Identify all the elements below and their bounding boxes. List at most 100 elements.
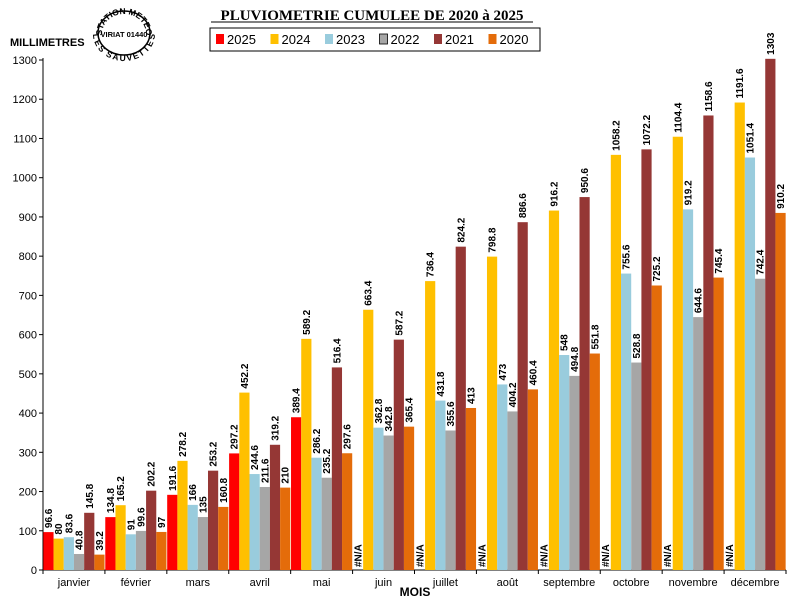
data-label: 235.2 xyxy=(322,448,333,473)
bar-2021-juillet xyxy=(455,246,466,570)
data-label: 191.6 xyxy=(168,465,179,490)
data-label: 1051.4 xyxy=(745,123,756,154)
legend-swatch-2020 xyxy=(488,34,497,44)
data-label: 166 xyxy=(188,484,199,501)
bar-2025-janvier xyxy=(43,532,54,570)
y-tick-label: 500 xyxy=(19,369,37,381)
bar-2023-novembre xyxy=(682,209,694,571)
legend-label-2023: 2023 xyxy=(336,32,365,47)
bar-2022-janvier xyxy=(73,553,85,570)
data-label: 160.8 xyxy=(219,477,230,502)
data-label: 910.2 xyxy=(776,183,787,208)
data-label: 278.2 xyxy=(178,431,189,456)
data-label: 97 xyxy=(157,516,168,528)
data-label: 516.4 xyxy=(332,338,343,363)
bar-2020-juillet xyxy=(465,407,477,570)
bar-2022-août xyxy=(507,411,518,570)
bar-2023-février xyxy=(125,534,136,570)
y-tick-label: 1100 xyxy=(13,133,37,145)
bar-2024-novembre xyxy=(672,136,683,570)
data-label: 413 xyxy=(466,387,477,404)
data-label: 202.2 xyxy=(147,461,158,486)
data-label: 736.4 xyxy=(426,252,437,277)
bar-2020-novembre xyxy=(713,277,724,570)
bar-2022-novembre xyxy=(693,317,704,570)
data-label: 1158.6 xyxy=(704,81,715,111)
bar-2020-décembre xyxy=(775,212,786,570)
bar-2023-juillet xyxy=(435,400,446,570)
data-label: 39.2 xyxy=(95,531,106,551)
data-label: 431.8 xyxy=(436,371,447,396)
data-label: 916.2 xyxy=(549,181,560,206)
legend-label-2020: 2020 xyxy=(500,32,529,47)
data-label: 494.8 xyxy=(570,346,581,371)
data-label: 297.2 xyxy=(230,424,241,449)
bar-2020-janvier xyxy=(94,554,105,570)
bar-2020-mai xyxy=(342,453,353,570)
data-label: 460.4 xyxy=(528,360,539,385)
x-tick-label: juin xyxy=(374,577,392,589)
data-label: 99.6 xyxy=(136,507,147,527)
data-label: 452.2 xyxy=(240,363,251,388)
bar-2022-juillet xyxy=(445,430,456,570)
bar-2024-juillet xyxy=(425,281,436,570)
bar-2020-août xyxy=(527,389,538,570)
x-tick-label: novembre xyxy=(669,577,718,589)
data-label: 134.8 xyxy=(106,488,117,513)
data-label: 210 xyxy=(281,466,292,483)
data-label: 1072.2 xyxy=(642,114,653,145)
data-label: 824.2 xyxy=(456,217,467,242)
chart-title: PLUVIOMETRIE CUMULEE DE 2020 à 2025 xyxy=(221,8,524,24)
data-label: 83.6 xyxy=(64,513,75,533)
data-label: 919.2 xyxy=(684,180,695,205)
y-tick-label: 800 xyxy=(19,251,37,263)
data-label: 40.8 xyxy=(75,530,86,550)
y-tick-label: 200 xyxy=(19,487,37,499)
data-label: 1058.2 xyxy=(611,120,622,151)
y-axis-label: MILLIMETRES xyxy=(10,37,85,49)
data-label-na: #N/A xyxy=(354,544,365,567)
data-label: 950.6 xyxy=(580,168,591,193)
data-label: 286.2 xyxy=(312,428,323,453)
bar-2024-septembre xyxy=(548,210,560,570)
data-label: 355.6 xyxy=(446,401,457,426)
bar-2023-décembre xyxy=(744,157,756,570)
y-tick-label: 300 xyxy=(19,447,37,459)
axes: 0 100 200 300 400 500 600 700 800 900 1000 1100 1200… xyxy=(13,55,787,589)
bar-2021-août xyxy=(517,222,528,570)
bar-2023-mars xyxy=(187,504,198,570)
bar-2025-mars xyxy=(167,494,178,570)
x-tick-label: octobre xyxy=(613,577,650,589)
bar-2022-avril xyxy=(259,486,270,570)
data-label: 253.2 xyxy=(209,441,220,466)
bar-2021-février xyxy=(146,490,157,570)
data-label: 745.4 xyxy=(714,248,725,273)
bar-2025-avril xyxy=(229,453,240,570)
y-tick-label: 100 xyxy=(19,526,37,538)
bar-2024-février xyxy=(115,505,126,570)
bar-2024-octobre xyxy=(610,154,622,571)
data-label: 755.6 xyxy=(622,244,633,269)
legend-swatch-2024 xyxy=(270,34,279,44)
bar-2021-juin xyxy=(393,339,404,570)
x-tick-label: août xyxy=(497,577,518,589)
bar-2023-avril xyxy=(249,474,260,570)
bar-2022-septembre xyxy=(569,375,580,570)
legend-label-2024: 2024 xyxy=(282,32,311,47)
bar-2022-octobre xyxy=(631,362,642,570)
bar-2025-février xyxy=(105,517,116,570)
bar-2020-septembre xyxy=(589,353,600,570)
bar-2024-mars xyxy=(177,460,188,570)
y-tick-label: 600 xyxy=(19,330,37,342)
y-tick-label: 400 xyxy=(19,408,37,420)
data-label: 528.8 xyxy=(632,333,643,358)
bar-2020-avril xyxy=(280,487,291,570)
data-label: 404.2 xyxy=(508,382,519,407)
bar-2024-août xyxy=(486,256,498,570)
bar-2023-juin xyxy=(373,427,384,570)
bar-2021-décembre xyxy=(765,58,776,570)
x-tick-label: février xyxy=(121,577,152,589)
data-label-na: #N/A xyxy=(539,544,550,567)
bars xyxy=(43,58,786,571)
bar-2023-mai xyxy=(311,457,322,570)
